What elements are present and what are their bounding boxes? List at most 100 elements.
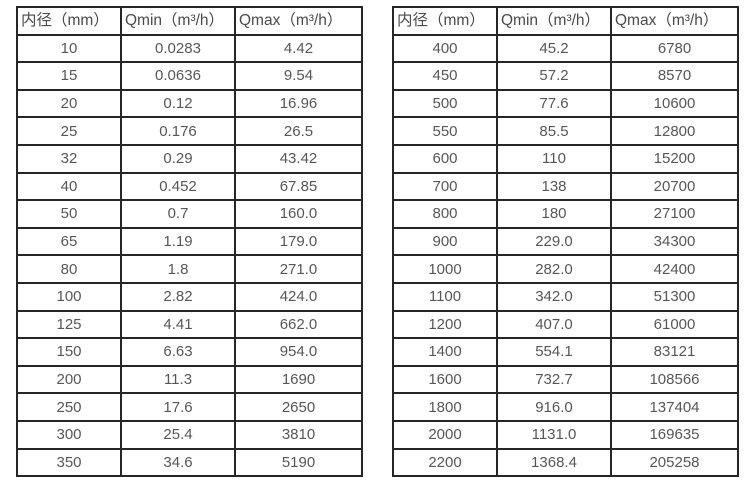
table-cell: 34.6 [120, 447, 236, 478]
table-cell: 42400 [610, 254, 739, 284]
table-cell: 2.82 [120, 281, 236, 312]
table-cell: 300 [16, 419, 122, 450]
table-row: 1400 554.1 83121 [392, 337, 739, 367]
column-header-qmax: Qmax（m³/h） [610, 6, 739, 36]
table-cell: 500 [392, 88, 498, 119]
table-row: 65 1.19 179.0 [16, 226, 363, 257]
table-cell: 450 [392, 61, 498, 91]
table-cell: 150 [16, 337, 122, 367]
table-cell: 10600 [610, 88, 739, 119]
table-cell: 25 [16, 116, 122, 146]
table-cell: 77.6 [496, 88, 612, 119]
table-cell: 108566 [610, 364, 739, 395]
table-body-right: 400 45.2 6780 450 57.2 8570 500 77.6 10600 550 85.… [392, 33, 739, 478]
table-cell: 5190 [234, 447, 363, 478]
table-cell: 662.0 [234, 309, 363, 340]
table-header-row: 内径（mm） Qmin（m³/h） Qmax（m³/h） [392, 6, 739, 36]
table-cell: 1800 [392, 392, 498, 422]
table-cell: 350 [16, 447, 122, 478]
table-cell: 1.19 [120, 226, 236, 257]
table-cell: 125 [16, 309, 122, 340]
table-row: 50 0.7 160.0 [16, 199, 363, 229]
table-cell: 205258 [610, 447, 739, 478]
table-row: 300 25.4 3810 [16, 419, 363, 450]
table-cell: 34300 [610, 226, 739, 257]
table-cell: 550 [392, 116, 498, 146]
table-row: 900 229.0 34300 [392, 226, 739, 257]
table-cell: 16.96 [234, 88, 363, 119]
table-row: 350 34.6 5190 [16, 447, 363, 478]
table-cell: 0.7 [120, 199, 236, 229]
table-cell: 732.7 [496, 364, 612, 395]
table-cell: 8570 [610, 61, 739, 91]
table-cell: 700 [392, 171, 498, 202]
table-row: 600 110 15200 [392, 143, 739, 174]
table-cell: 26.5 [234, 116, 363, 146]
table-body-left: 10 0.0283 4.42 15 0.0636 9.54 20 0.12 16.96 25 0.1… [16, 33, 363, 478]
table-cell: 43.42 [234, 143, 363, 174]
table-row: 15 0.0636 9.54 [16, 61, 363, 91]
table-row: 100 2.82 424.0 [16, 281, 363, 312]
table-cell: 600 [392, 143, 498, 174]
table-cell: 407.0 [496, 309, 612, 340]
table-row: 400 45.2 6780 [392, 33, 739, 64]
table-cell: 160.0 [234, 199, 363, 229]
table-cell: 229.0 [496, 226, 612, 257]
table-cell: 25.4 [120, 419, 236, 450]
table-cell: 67.85 [234, 171, 363, 202]
table-row: 1200 407.0 61000 [392, 309, 739, 340]
table-cell: 45.2 [496, 33, 612, 64]
table-cell: 110 [496, 143, 612, 174]
table-cell: 900 [392, 226, 498, 257]
table-row: 2200 1368.4 205258 [392, 447, 739, 478]
table-cell: 15 [16, 61, 122, 91]
table-cell: 4.41 [120, 309, 236, 340]
table-cell: 169635 [610, 419, 739, 450]
table-cell: 1400 [392, 337, 498, 367]
table-row: 200 11.3 1690 [16, 364, 363, 395]
table-cell: 40 [16, 171, 122, 202]
table-row: 1600 732.7 108566 [392, 364, 739, 395]
table-row: 250 17.6 2650 [16, 392, 363, 422]
table-cell: 554.1 [496, 337, 612, 367]
column-header-diameter: 内径（mm） [16, 6, 122, 36]
table-cell: 0.29 [120, 143, 236, 174]
table-cell: 80 [16, 254, 122, 284]
table-cell: 50 [16, 199, 122, 229]
table-cell: 83121 [610, 337, 739, 367]
table-cell: 100 [16, 281, 122, 312]
table-cell: 1100 [392, 281, 498, 312]
table-cell: 27100 [610, 199, 739, 229]
table-cell: 954.0 [234, 337, 363, 367]
table-cell: 3810 [234, 419, 363, 450]
table-cell: 400 [392, 33, 498, 64]
table-row: 450 57.2 8570 [392, 61, 739, 91]
table-cell: 57.2 [496, 61, 612, 91]
table-cell: 1368.4 [496, 447, 612, 478]
table-cell: 1.8 [120, 254, 236, 284]
table-cell: 0.12 [120, 88, 236, 119]
table-cell: 137404 [610, 392, 739, 422]
table-row: 700 138 20700 [392, 171, 739, 202]
table-cell: 1131.0 [496, 419, 612, 450]
table-cell: 200 [16, 364, 122, 395]
table-cell: 9.54 [234, 61, 363, 91]
table-row: 32 0.29 43.42 [16, 143, 363, 174]
table-cell: 271.0 [234, 254, 363, 284]
table-cell: 2000 [392, 419, 498, 450]
table-cell: 1000 [392, 254, 498, 284]
table-row: 150 6.63 954.0 [16, 337, 363, 367]
table-row: 2000 1131.0 169635 [392, 419, 739, 450]
table-cell: 0.0283 [120, 33, 236, 64]
table-cell: 15200 [610, 143, 739, 174]
table-cell: 65 [16, 226, 122, 257]
table-cell: 0.452 [120, 171, 236, 202]
column-header-diameter: 内径（mm） [392, 6, 498, 36]
table-row: 1100 342.0 51300 [392, 281, 739, 312]
table-cell: 32 [16, 143, 122, 174]
table-row: 500 77.6 10600 [392, 88, 739, 119]
table-cell: 282.0 [496, 254, 612, 284]
table-cell: 2650 [234, 392, 363, 422]
table-cell: 1600 [392, 364, 498, 395]
